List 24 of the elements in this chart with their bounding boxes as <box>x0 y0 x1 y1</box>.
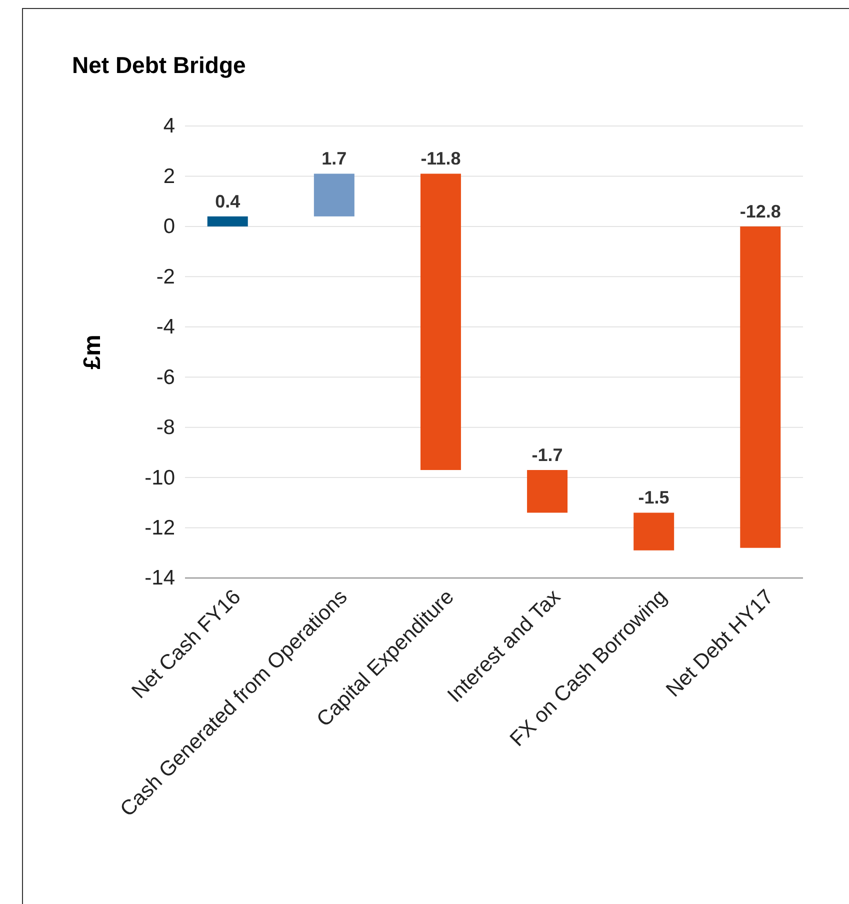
bar <box>527 470 568 513</box>
chart-title: Net Debt Bridge <box>72 52 246 78</box>
y-tick-label: -10 <box>144 466 175 490</box>
bar <box>634 512 674 550</box>
bar <box>314 174 354 216</box>
y-tick-label: 2 <box>163 164 175 188</box>
data-label: -1.7 <box>532 445 563 466</box>
y-tick-label: -6 <box>156 366 175 389</box>
data-label: 0.4 <box>215 191 240 212</box>
bar <box>740 226 781 548</box>
y-tick-label: -2 <box>156 265 175 288</box>
y-tick-label: 4 <box>163 114 176 138</box>
data-label: -1.5 <box>638 488 670 508</box>
bar <box>207 216 248 226</box>
bar <box>420 174 461 470</box>
y-tick-label: -8 <box>156 416 175 440</box>
y-axis-title: £m <box>79 334 106 370</box>
y-tick-label: -12 <box>144 516 175 540</box>
data-label: -12.8 <box>740 201 781 222</box>
y-tick-label: 0 <box>163 215 175 238</box>
y-tick-label: -4 <box>156 316 176 339</box>
data-label: -11.8 <box>420 148 461 169</box>
y-tick-label: -14 <box>144 566 176 590</box>
data-label: 1.7 <box>322 148 347 169</box>
